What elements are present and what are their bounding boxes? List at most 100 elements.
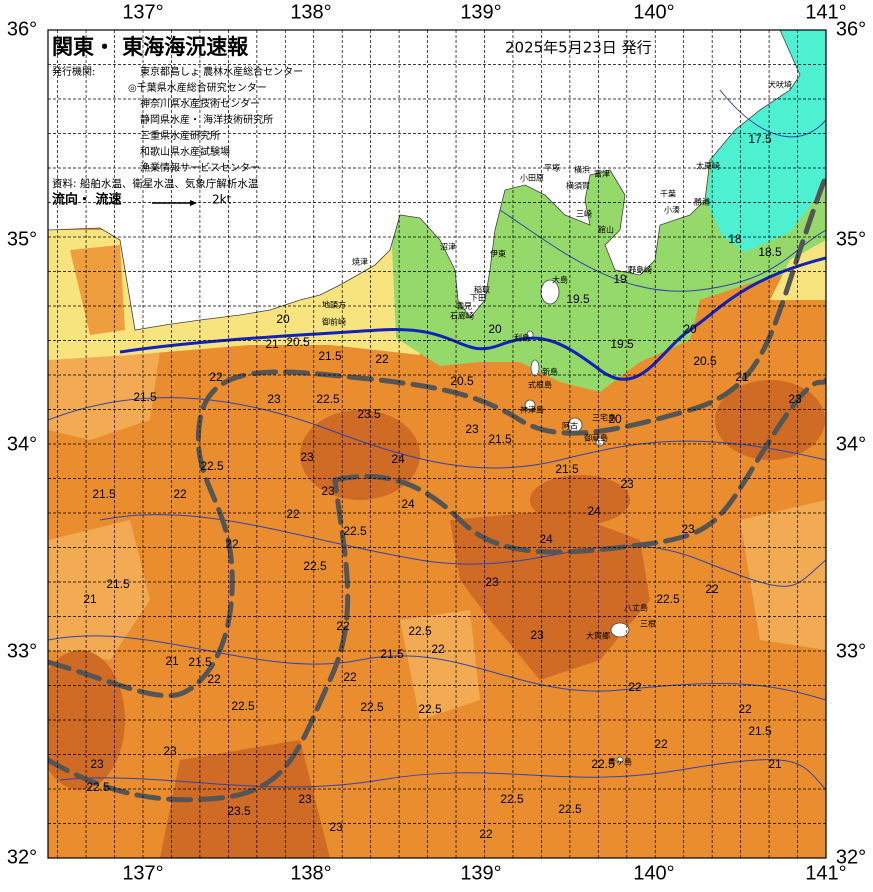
- contour-label: 20.5: [286, 335, 310, 349]
- place-name: 新島: [542, 367, 558, 377]
- lat-label-right: 35°: [836, 228, 866, 250]
- contour-label: 22: [705, 582, 719, 596]
- contour-label: 22.5: [360, 700, 384, 714]
- contour-label: 24: [401, 497, 415, 511]
- place-name: 小田原: [520, 174, 544, 183]
- contour-label: 22: [654, 737, 668, 751]
- place-name: 大島: [552, 275, 568, 285]
- contour-label: 22: [286, 507, 300, 521]
- lat-label-left: 35°: [7, 228, 37, 250]
- contour-label: 21: [265, 337, 279, 351]
- place-name: 沼津: [440, 242, 456, 252]
- place-name: 野島崎: [628, 265, 652, 275]
- contour-label: 20: [683, 322, 697, 336]
- place-name: 稲取: [474, 285, 490, 295]
- lat-label-left: 36°: [7, 18, 37, 40]
- contour-label: 21.5: [380, 647, 404, 661]
- place-name: 式根島: [528, 380, 552, 390]
- contour-label: 18.5: [758, 245, 782, 259]
- contour-label: 20: [276, 312, 290, 326]
- contour-label: 23: [267, 392, 281, 406]
- contour-label: 21: [768, 757, 782, 771]
- lat-label-left: 33°: [7, 640, 37, 662]
- org-name: 静岡県水産・ 海洋技術研究所: [140, 113, 273, 126]
- contour-label: 22.5: [591, 757, 615, 771]
- place-name: 富津: [594, 169, 610, 179]
- place-name: 阿古: [562, 421, 578, 431]
- place-name: 利島: [514, 333, 530, 343]
- place-name: 焼津: [352, 257, 368, 267]
- place-name: 犬吠埼: [768, 80, 792, 90]
- place-name: 小湊: [664, 205, 680, 215]
- contour-label: 21.5: [92, 487, 116, 501]
- contour-label: 22: [431, 642, 445, 656]
- place-name: 神津島: [520, 405, 544, 415]
- lon-label-bottom: 139°: [460, 862, 501, 884]
- land: [48, 30, 801, 331]
- contour-label: 22.5: [200, 459, 224, 473]
- contour-label: 24: [587, 504, 601, 518]
- flow-label: 流向・ 流速: [52, 192, 122, 208]
- contour-label: 23: [485, 575, 499, 589]
- place-name: 館山: [598, 225, 614, 235]
- contour-label: 22: [225, 537, 239, 551]
- contour-label: 21: [83, 592, 97, 606]
- lon-label-top: 137°: [122, 1, 163, 23]
- contour-label: 23: [530, 628, 544, 642]
- lon-label-top: 139°: [460, 1, 501, 23]
- org-name: 漁業情報サービスセンター: [140, 161, 260, 174]
- contour-label: 22: [375, 352, 389, 366]
- place-name: 三宅島: [592, 413, 616, 423]
- source: 資料: 船舶水温、衛星水温、気象庁解析水温: [52, 177, 259, 190]
- contour-label: 21.5: [488, 432, 512, 446]
- org-name: 和歌山県水産試験場: [140, 145, 230, 158]
- map-body: [48, 30, 826, 858]
- contour-label: 24: [539, 532, 553, 546]
- contour-label: 23.5: [227, 804, 251, 818]
- lon-label-bottom: 140°: [633, 862, 674, 884]
- lon-label-top: 141°: [805, 1, 846, 23]
- contour-label: 24: [391, 452, 405, 466]
- contour-label: 22: [628, 680, 642, 694]
- place-name: 八丈島: [624, 603, 648, 613]
- contour-label: 23: [465, 422, 479, 436]
- org-name: 三重県水産研究所: [140, 129, 220, 142]
- contour-label: 21.5: [748, 724, 772, 738]
- org-name: 神奈川県水産技術センター: [140, 97, 260, 110]
- grid: [48, 30, 826, 858]
- contour-label: 21.5: [555, 462, 579, 476]
- contour-label: 22: [209, 370, 223, 384]
- contour-label: 20.5: [450, 374, 474, 388]
- place-name: 三崎: [576, 209, 592, 219]
- lon-label-bottom: 138°: [290, 862, 331, 884]
- contour-label: 21: [735, 370, 749, 384]
- lon-label-top: 140°: [633, 1, 674, 23]
- front-line: [119, 256, 826, 381]
- contour-label: 18: [728, 232, 742, 246]
- contour-label: 21.5: [133, 390, 157, 404]
- contour-label: 22.5: [231, 699, 255, 713]
- contour-label: 23: [321, 484, 335, 498]
- org-name: ◎千葉県水産総合研究センター: [128, 81, 267, 94]
- contour-label: 23.5: [357, 407, 381, 421]
- contour-label: 23: [788, 392, 802, 406]
- place-name: 青ヶ島: [608, 757, 632, 767]
- contour-label: 21.5: [106, 577, 130, 591]
- place-name: 勝浦: [694, 197, 710, 207]
- place-name: 平塚: [544, 164, 560, 173]
- frame: [47, 29, 827, 859]
- contour-label: 22.5: [500, 792, 524, 806]
- org-label: 発行機関:: [52, 65, 95, 78]
- contour-label: 22.5: [558, 802, 582, 816]
- contour-label: 21.5: [318, 349, 342, 363]
- kuroshio-axis: [48, 172, 826, 803]
- contour-label: 22.5: [343, 524, 367, 538]
- place-name: 御前崎: [322, 317, 346, 327]
- place-name: 伊東: [490, 249, 506, 259]
- place-name: 雲見: [456, 302, 472, 311]
- place-name: 横浜: [574, 165, 590, 175]
- contour-label: 17.5: [748, 132, 772, 146]
- contour-label: 23: [681, 522, 695, 536]
- contour-label: 20.5: [693, 354, 717, 368]
